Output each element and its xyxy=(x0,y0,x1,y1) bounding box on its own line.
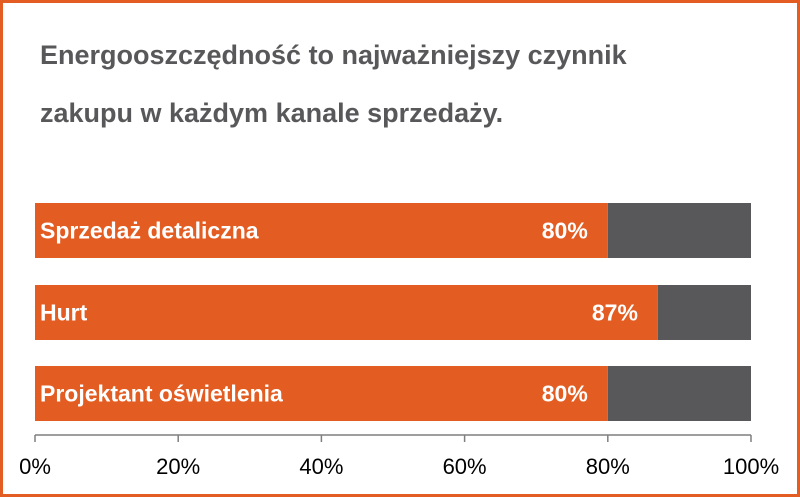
x-tick-label-5: 100% xyxy=(723,454,779,479)
chart-title: Energooszczędność to najważniejszy czynn… xyxy=(40,26,780,142)
x-tick-label-3: 60% xyxy=(443,454,487,479)
bar-remainder-0 xyxy=(607,203,751,258)
bar-0 xyxy=(35,203,608,258)
value-label-1: 87% xyxy=(592,300,638,326)
bar-1 xyxy=(35,285,658,340)
bar-remainder-2 xyxy=(607,366,751,421)
x-tick-label-4: 80% xyxy=(586,454,630,479)
value-label-2: 80% xyxy=(542,381,588,407)
bar-2 xyxy=(35,366,608,421)
value-label-0: 80% xyxy=(542,218,588,244)
x-tick-label-0: 0% xyxy=(19,454,51,479)
x-tick-label-1: 20% xyxy=(156,454,200,479)
x-tick-label-2: 40% xyxy=(299,454,343,479)
category-label-0: Sprzedaż detaliczna xyxy=(40,218,259,244)
chart-title-line-2: zakupu w każdym kanale sprzedaży. xyxy=(40,98,504,128)
category-label-2: Projektant oświetlenia xyxy=(40,381,283,407)
category-label-1: Hurt xyxy=(40,300,88,326)
bar-remainder-1 xyxy=(657,285,751,340)
chart-title-line-1: Energooszczędność to najważniejszy czynn… xyxy=(40,40,627,70)
